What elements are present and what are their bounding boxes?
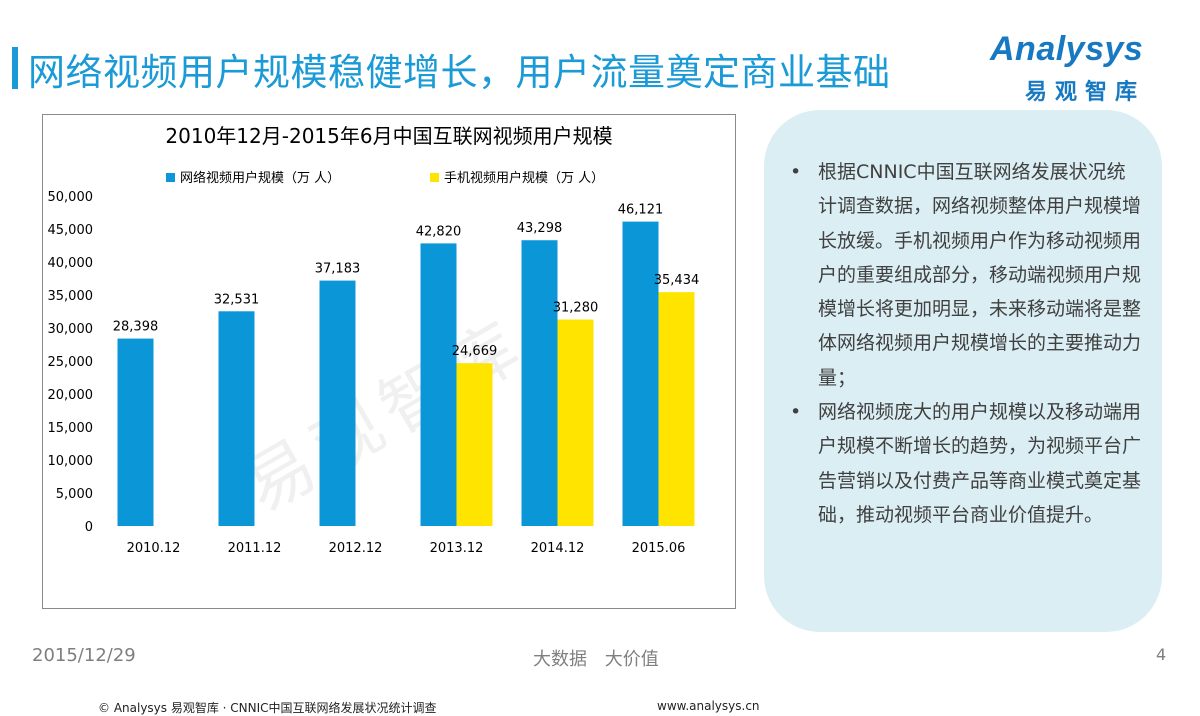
y-tick-label: 25,000 (48, 355, 94, 370)
commentary-panel: • 根据CNNIC中国互联网络发展状况统计调查数据，网络视频整体用户规模增长放缓。… (764, 110, 1162, 632)
y-tick-label: 15,000 (48, 421, 94, 436)
y-tick-label: 10,000 (48, 454, 94, 469)
bar-web-video-users (117, 338, 154, 526)
y-tick-label: 0 (85, 520, 93, 535)
bullet-dot: • (790, 161, 802, 183)
bar-web-video-users (218, 311, 255, 526)
y-tick-label: 20,000 (48, 388, 94, 403)
x-tick-label: 2010.12 (127, 541, 181, 556)
bar-web-video-users (622, 221, 659, 526)
x-tick-label: 2011.12 (228, 541, 282, 556)
x-tick-label: 2013.12 (430, 541, 484, 556)
bullet-text: 根据CNNIC中国互联网络发展状况统计调查数据，网络视频整体用户规模增长放缓。手… (818, 161, 1142, 389)
bar-web-video-users (521, 240, 558, 526)
data-label: 43,298 (517, 221, 563, 236)
y-tick-label: 40,000 (48, 256, 94, 271)
data-label: 31,280 (553, 301, 599, 316)
legend-swatch (430, 173, 439, 182)
footer-tagline: 大数据 大价值 (533, 649, 659, 670)
bar-web-video-users (420, 243, 457, 526)
data-label: 42,820 (416, 224, 462, 239)
data-label: 24,669 (452, 344, 498, 359)
commentary-bullet: • 网络视频庞大的用户规模以及移动端用户规模不断增长的趋势，为视频平台广告营销以及… (790, 395, 1142, 532)
bar-mobile-video-users (557, 319, 594, 526)
bar-web-video-users (319, 280, 356, 526)
title-accent-bar (12, 47, 18, 89)
y-tick-label: 50,000 (48, 190, 94, 205)
x-tick-label: 2012.12 (329, 541, 383, 556)
page-title: 网络视频用户规模稳健增长，用户流量奠定商业基础 (28, 51, 891, 94)
footer-date: 2015/12/29 (32, 645, 136, 666)
logo-text-en: Analysys (990, 30, 1144, 68)
y-tick-label: 5,000 (56, 487, 93, 502)
chart-source: © Analysys 易观智库 · CNNIC中国互联网络发展状况统计调查 (98, 701, 437, 715)
data-label: 32,531 (214, 292, 260, 307)
commentary-bullet: • 根据CNNIC中国互联网络发展状况统计调查数据，网络视频整体用户规模增长放缓。… (790, 155, 1142, 395)
x-tick-label: 2014.12 (531, 541, 585, 556)
y-tick-label: 30,000 (48, 322, 94, 337)
bullet-dot: • (790, 401, 802, 424)
chart-website: www.analysys.cn (657, 699, 760, 713)
legend-swatch (166, 173, 175, 182)
logo-text-cn: 易观智库 (1025, 80, 1146, 105)
page-number: 4 (1156, 645, 1167, 664)
data-label: 37,183 (315, 262, 361, 277)
analysys-logo: Analysys 易观智库 (990, 30, 1165, 105)
chart-title: 2010年12月-2015年6月中国互联网视频用户规模 (165, 124, 612, 148)
bar-mobile-video-users (456, 363, 493, 526)
legend-label: 网络视频用户规模（万 人） (180, 170, 340, 186)
data-label: 28,398 (113, 320, 159, 335)
commentary-list: • 根据CNNIC中国互联网络发展状况统计调查数据，网络视频整体用户规模增长放缓。… (790, 155, 1142, 532)
y-tick-label: 35,000 (48, 289, 94, 304)
legend-label: 手机视频用户规模（万 人） (444, 170, 604, 186)
x-tick-label: 2015.06 (632, 541, 686, 556)
bullet-text: 网络视频庞大的用户规模以及移动端用户规模不断增长的趋势，为视频平台广告营销以及付… (818, 401, 1142, 526)
chart-frame: 易观智库 2010年12月-2015年6月中国互联网视频用户规模 网络视频用户规模… (42, 114, 760, 715)
data-label: 35,434 (654, 273, 700, 288)
y-tick-label: 45,000 (48, 223, 94, 238)
data-label: 46,121 (618, 203, 664, 218)
bar-mobile-video-users (658, 292, 695, 526)
